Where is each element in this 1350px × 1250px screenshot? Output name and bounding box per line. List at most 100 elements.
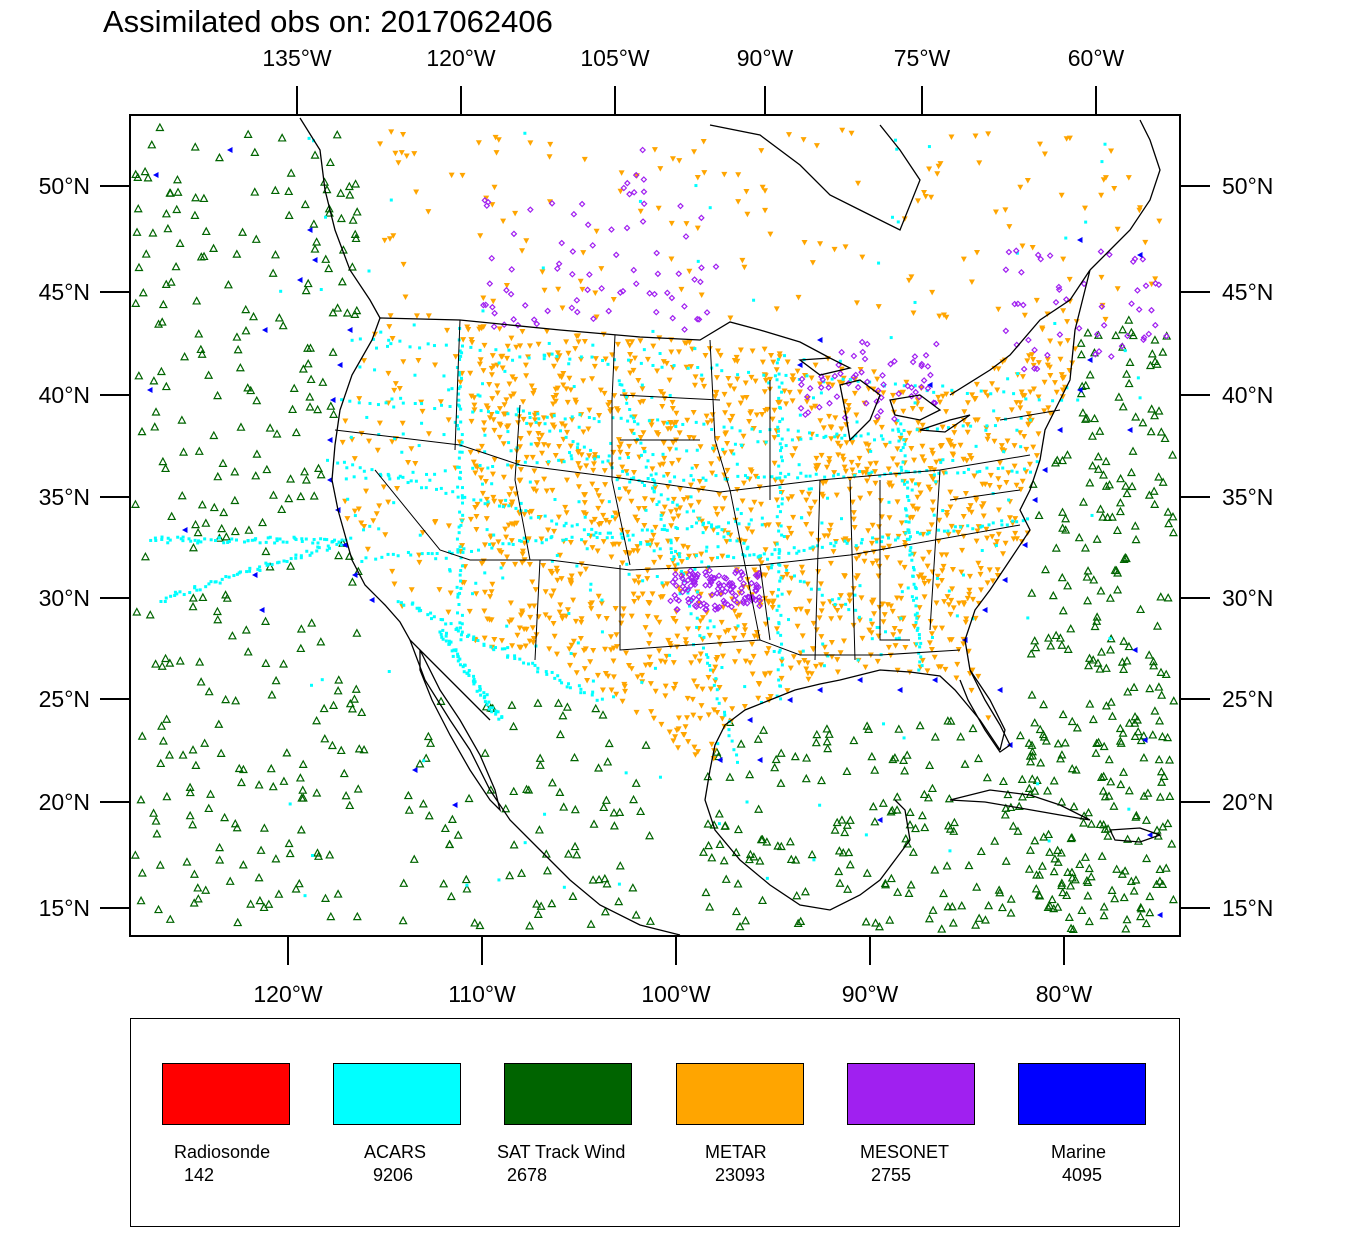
metar-obs	[727, 418, 734, 424]
acars-obs	[392, 405, 396, 409]
marine-obs	[369, 597, 375, 603]
sat-track-wind-obs	[1120, 866, 1130, 875]
sat-track-wind-obs	[507, 700, 517, 709]
sat-track-wind-obs	[801, 773, 811, 783]
sat-track-wind-obs	[776, 841, 786, 851]
metar-obs	[713, 389, 720, 396]
acars-obs	[912, 598, 916, 602]
metar-obs	[886, 543, 893, 550]
mesonet-obs	[909, 358, 917, 366]
metar-obs	[528, 383, 535, 390]
sat-track-wind-obs	[201, 518, 211, 527]
acars-obs	[441, 637, 445, 641]
sat-track-wind-obs	[1039, 832, 1049, 841]
metar-obs	[577, 635, 584, 642]
acars-obs	[701, 531, 705, 535]
acars-obs	[726, 532, 730, 536]
metar-obs	[682, 724, 689, 730]
metar-obs	[994, 573, 1001, 579]
sat-track-wind-obs	[1080, 543, 1090, 552]
metar-obs	[483, 403, 490, 409]
sat-track-wind-obs	[501, 803, 511, 813]
sat-track-wind-obs	[1067, 764, 1077, 773]
acars-obs	[909, 546, 913, 550]
metar-obs	[868, 540, 875, 547]
acars-obs	[777, 622, 781, 626]
mesonet-obs	[681, 326, 688, 333]
acars-obs	[569, 651, 573, 655]
acars-obs	[565, 685, 569, 689]
metar-obs	[593, 314, 600, 320]
metar-obs	[1136, 207, 1143, 214]
metar-obs	[506, 492, 513, 498]
acars-obs	[1000, 523, 1004, 527]
metar-obs	[628, 498, 635, 505]
acars-obs	[985, 424, 989, 428]
acars-obs	[993, 424, 997, 428]
acars-obs	[482, 691, 486, 695]
acars-obs	[472, 635, 476, 639]
acars-obs	[399, 601, 403, 605]
acars-obs	[391, 552, 395, 556]
acars-obs	[358, 365, 362, 369]
metar-obs	[742, 658, 749, 665]
acars-obs	[400, 450, 404, 454]
acars-obs	[832, 544, 836, 548]
sat-track-wind-obs	[1098, 512, 1108, 521]
mesonet-obs	[798, 375, 806, 383]
metar-obs	[734, 358, 741, 365]
sat-track-wind-obs	[845, 859, 855, 869]
acars-obs	[456, 392, 460, 396]
metar-obs	[519, 248, 526, 254]
metar-obs	[1002, 207, 1009, 213]
metar-obs	[842, 244, 849, 250]
acars-obs	[589, 582, 593, 586]
sat-track-wind-obs	[230, 495, 240, 505]
metar-obs	[578, 619, 585, 626]
sat-track-wind-obs	[1066, 624, 1076, 633]
metar-obs	[937, 443, 944, 450]
metar-obs	[530, 640, 537, 646]
acars-obs	[716, 532, 720, 536]
acars-obs	[780, 497, 784, 501]
metar-obs	[821, 644, 828, 651]
metar-obs	[623, 650, 630, 657]
metar-obs	[803, 399, 810, 405]
metar-obs	[842, 468, 849, 475]
acars-obs	[457, 603, 461, 607]
metar-obs	[1023, 469, 1030, 475]
legend-swatch	[504, 1063, 632, 1125]
sat-track-wind-obs	[329, 409, 339, 418]
acars-obs	[822, 435, 826, 439]
sat-track-wind-obs	[1027, 690, 1037, 699]
acars-obs	[499, 566, 503, 570]
baja-and-west-mexico	[409, 639, 681, 936]
metar-obs	[897, 560, 904, 567]
metar-obs	[926, 640, 933, 646]
metar-obs	[837, 593, 844, 599]
metar-obs	[391, 387, 398, 394]
metar-obs	[765, 522, 772, 528]
metar-obs	[1047, 372, 1054, 379]
metar-obs	[559, 305, 566, 311]
metar-obs	[924, 668, 931, 674]
sat-track-wind-obs	[735, 921, 745, 931]
metar-obs	[661, 504, 668, 511]
mesonet-obs	[722, 575, 730, 582]
acars-obs	[673, 475, 677, 479]
metar-obs	[673, 410, 680, 417]
sat-track-wind-obs	[270, 185, 280, 195]
acars-obs	[893, 538, 897, 542]
acars-obs	[716, 545, 720, 549]
metar-obs	[552, 386, 559, 393]
metar-obs	[725, 627, 732, 634]
metar-obs	[809, 646, 816, 652]
metar-obs	[681, 340, 688, 346]
acars-obs	[569, 454, 573, 458]
metar-obs	[786, 525, 793, 532]
metar-obs	[570, 638, 577, 645]
metar-obs	[729, 413, 736, 420]
mesonet-obs	[654, 270, 662, 278]
sat-track-wind-obs	[1154, 406, 1164, 415]
acars-obs	[409, 553, 413, 557]
